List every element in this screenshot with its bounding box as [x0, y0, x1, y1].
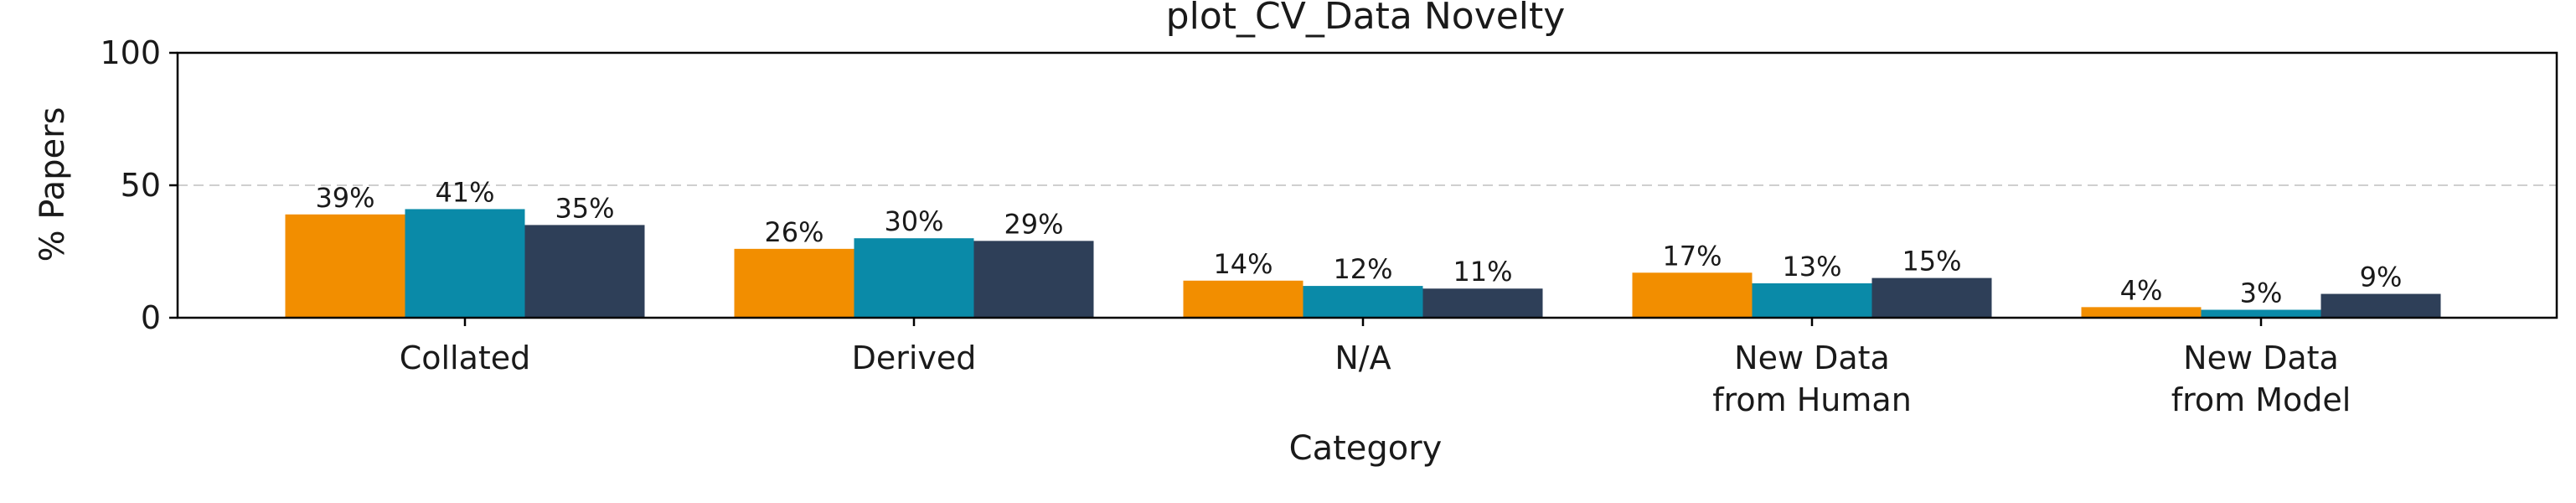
- x-tick-label: New Data: [2183, 340, 2339, 376]
- y-tick-label: 0: [141, 299, 161, 336]
- data-label: 13%: [1782, 251, 1841, 283]
- x-tick-label: New Data: [1734, 340, 1890, 376]
- x-axis-label: Category: [1289, 429, 1443, 468]
- data-label: 9%: [2360, 262, 2403, 293]
- bar: [1871, 277, 1992, 318]
- data-label: 41%: [435, 176, 494, 208]
- bar: [405, 209, 525, 318]
- data-label: 15%: [1902, 246, 1961, 277]
- bar: [734, 248, 854, 318]
- bar: [1752, 283, 1872, 318]
- data-label: 12%: [1333, 253, 1392, 285]
- data-label: 11%: [1453, 256, 1512, 288]
- data-label: 26%: [764, 216, 823, 248]
- bar: [2081, 307, 2202, 318]
- bar: [1632, 272, 1753, 318]
- data-label: 35%: [555, 192, 614, 224]
- bars-layer: [285, 209, 2441, 318]
- bar: [1183, 280, 1303, 318]
- bar: [854, 238, 974, 318]
- y-tick-label: 100: [100, 34, 161, 71]
- data-label: 14%: [1213, 248, 1273, 280]
- x-tick-label: Collated: [400, 340, 531, 376]
- data-label: 39%: [315, 182, 374, 214]
- data-label: 4%: [2120, 274, 2163, 306]
- data-label: 30%: [884, 205, 943, 237]
- data-label: 29%: [1004, 208, 1063, 240]
- bar: [285, 214, 405, 318]
- bar: [2320, 293, 2441, 318]
- axes-layer: 0 50 100 Collated Derived N/A New Data from Hum…: [100, 34, 2558, 418]
- y-tick-label: 50: [121, 167, 161, 204]
- x-tick-label: from Model: [2171, 381, 2351, 418]
- bar: [1303, 286, 1423, 318]
- bar: [973, 241, 1094, 318]
- x-tick-label: N/A: [1334, 340, 1391, 376]
- bar: [524, 225, 645, 318]
- bar: [2201, 309, 2321, 318]
- y-axis-label: % Papers: [34, 107, 72, 262]
- bar: [1422, 288, 1543, 318]
- chart-title: plot_CV_Data Novelty: [1166, 0, 1566, 38]
- data-label: 17%: [1662, 240, 1722, 272]
- data-labels-layer: 39% 26% 14% 17% 4% 41% 30% 12% 13% 3% 35% 29% 11% 15%…: [315, 176, 2402, 309]
- data-label: 3%: [2240, 277, 2283, 309]
- x-tick-label: Derived: [852, 340, 977, 376]
- x-tick-label: from Human: [1712, 381, 1912, 418]
